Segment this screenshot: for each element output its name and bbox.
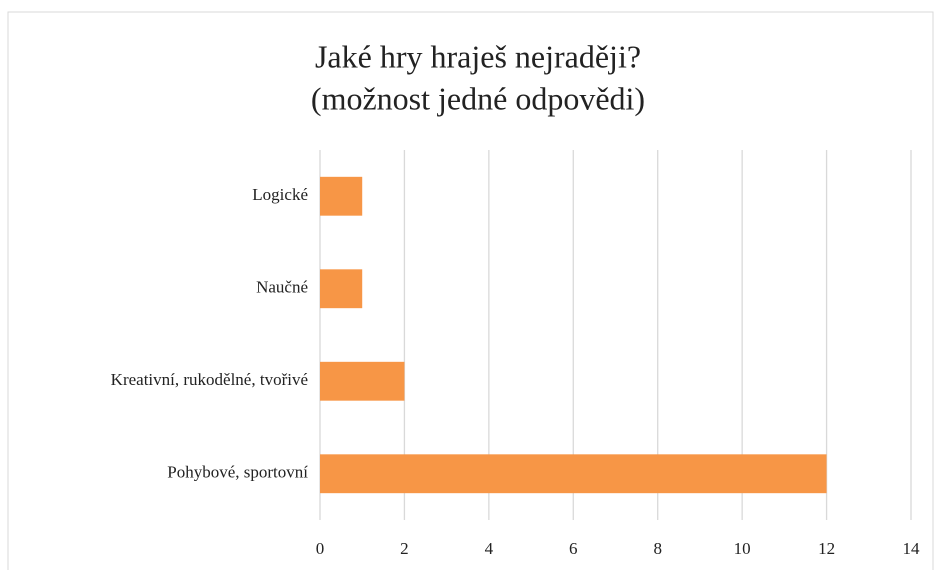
x-tick-label: 0 [316,539,325,558]
y-tick-label: Logické [252,185,308,204]
bar [320,454,827,494]
bar [320,176,363,216]
x-tick-label: 2 [400,539,409,558]
x-tick-label: 6 [569,539,578,558]
y-tick-label: Pohybové, sportovní [167,463,308,482]
chart-title: Jaké hry hraješ nejraději? [315,38,641,74]
x-tick-label: 4 [485,539,494,558]
x-tick-label: 14 [903,539,921,558]
x-tick-label: 12 [818,539,835,558]
bar [320,361,405,401]
y-tick-label: Kreativní, rukodělné, tvořivé [111,370,308,389]
x-tick-label: 8 [653,539,662,558]
bar [320,269,363,309]
y-tick-label: Naučné [256,278,308,297]
chart-subtitle: (možnost jedné odpovědi) [311,80,645,116]
x-tick-label: 10 [734,539,751,558]
